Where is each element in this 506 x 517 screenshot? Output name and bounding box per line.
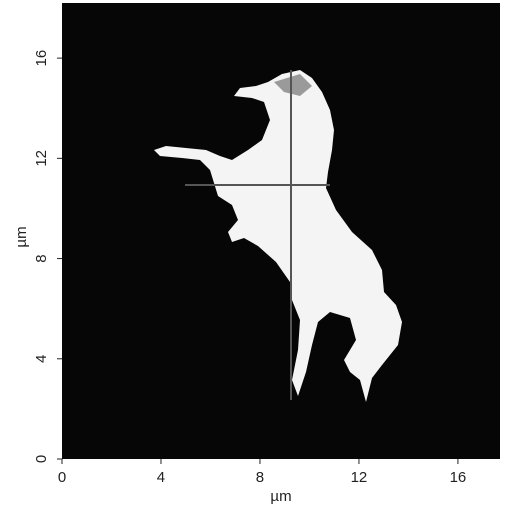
figure: µm µm 0 4 8 12 16 0 4 8 12 16 — [0, 0, 506, 512]
x-tick-label: 8 — [256, 469, 264, 486]
x-tick-label: 12 — [351, 469, 368, 486]
y-axis-label: µm — [13, 226, 30, 247]
y-tick-label: 0 — [33, 455, 50, 463]
y-tick-label: 8 — [33, 254, 50, 262]
x-tick-label: 4 — [157, 469, 165, 486]
y-tick-label: 12 — [33, 150, 50, 167]
x-tick-label: 0 — [58, 469, 66, 486]
y-tick-label: 16 — [33, 50, 50, 67]
x-axis-label: µm — [270, 488, 291, 505]
y-tick-label: 4 — [33, 355, 50, 363]
x-tick-label: 16 — [450, 469, 467, 486]
